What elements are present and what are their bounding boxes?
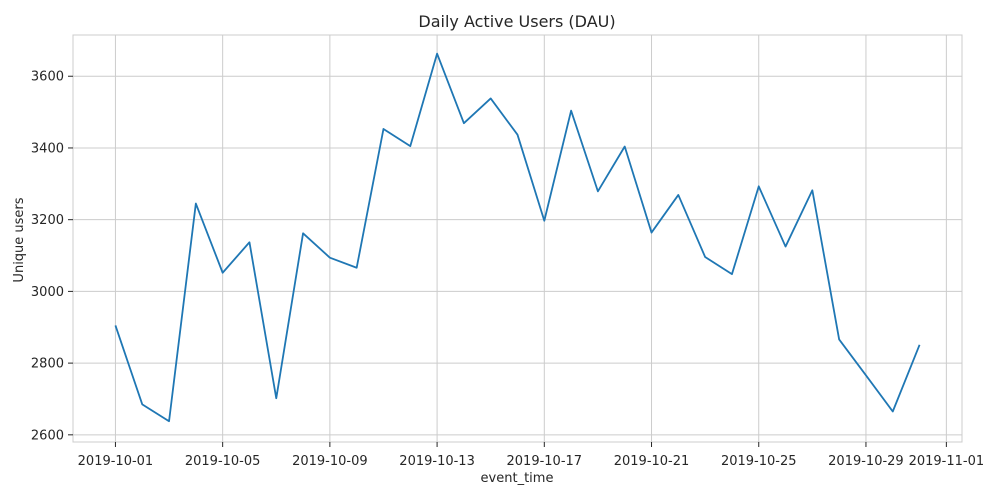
y-tick-label: 2600: [31, 428, 64, 443]
x-tick-label: 2019-10-05: [185, 454, 261, 469]
y-tick-label: 2800: [31, 357, 64, 372]
y-tick-label: 3400: [31, 141, 64, 156]
tick-layer: 2600 2800 3000 3200 3400 3600 2019-10-01 2019-1…: [31, 70, 984, 469]
y-tick-label: 3000: [31, 285, 64, 300]
chart-title: Daily Active Users (DAU): [418, 12, 615, 31]
x-tick-label: 2019-10-29: [828, 454, 904, 469]
x-tick-label: 2019-10-09: [292, 454, 368, 469]
y-axis-label: Unique users: [12, 197, 27, 282]
y-tick-label: 3600: [31, 70, 64, 85]
x-axis-label: event_time: [481, 471, 554, 486]
y-tick-label: 3200: [31, 213, 64, 228]
series-line-dau: [114, 52, 921, 423]
x-tick-label: 2019-10-01: [78, 454, 154, 469]
x-tick-label: 2019-10-21: [614, 454, 690, 469]
grid-layer: [73, 35, 962, 442]
x-tick-label: 2019-11-01: [909, 454, 985, 469]
x-tick-label: 2019-10-13: [399, 454, 475, 469]
x-tick-label: 2019-10-17: [507, 454, 583, 469]
x-tick-label: 2019-10-25: [721, 454, 797, 469]
plot-frame: [72, 34, 963, 443]
